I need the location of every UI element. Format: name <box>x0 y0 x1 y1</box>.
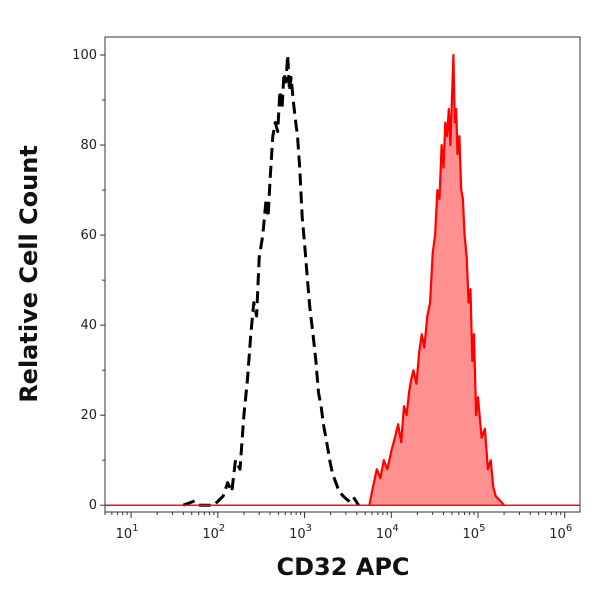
y-tick-label: 80 <box>80 138 97 153</box>
histogram-line-0 <box>182 53 360 507</box>
y-tick-label: 40 <box>80 318 97 333</box>
x-tick-label: 105 <box>463 523 486 542</box>
y-tick-label: 100 <box>72 48 97 63</box>
x-tick-label: 106 <box>549 523 572 542</box>
x-tick-label: 102 <box>202 523 225 542</box>
x-tick-label: 104 <box>376 523 399 542</box>
x-tick-label: 103 <box>289 523 312 542</box>
plot-area <box>105 53 580 507</box>
y-tick-label: 60 <box>80 228 97 243</box>
histogram-fill-1 <box>369 55 505 506</box>
y-axis-title: Relative Cell Count <box>15 145 43 403</box>
plot-frame <box>104 36 581 513</box>
y-axis: 0 20 40 60 80 100 <box>72 48 105 513</box>
x-axis-title: CD32 APC <box>276 553 409 581</box>
y-tick-label: 0 <box>89 498 97 513</box>
x-axis: 101 102 103 104 105 106 <box>104 512 572 542</box>
histogram-line-1 <box>368 53 505 506</box>
x-tick-label: 101 <box>116 523 139 542</box>
y-tick-label: 20 <box>80 408 97 423</box>
